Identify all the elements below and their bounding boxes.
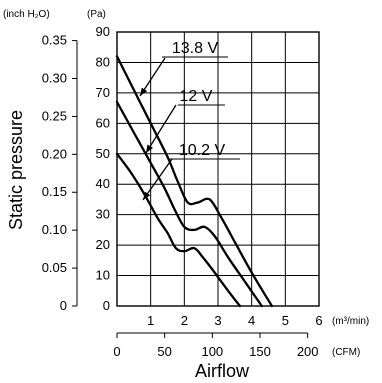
x-tick-label-m3: 2 bbox=[181, 313, 188, 328]
y-tick-label-pa: 70 bbox=[96, 85, 110, 100]
y-tick-label-inch: 0.15 bbox=[42, 184, 67, 199]
x-unit-m3-label: (m³/min) bbox=[332, 316, 369, 327]
x-tick-label-m3: 1 bbox=[147, 313, 154, 328]
x-tick-label-cfm: 200 bbox=[297, 344, 319, 359]
x-tick-label-m3: 3 bbox=[214, 313, 221, 328]
series-label: 13.8 V bbox=[172, 40, 219, 57]
series-line bbox=[117, 154, 240, 306]
x-tick-label-cfm: 100 bbox=[201, 344, 223, 359]
x-tick-label-cfm: 150 bbox=[249, 344, 271, 359]
y-tick-label-inch: 0.10 bbox=[42, 222, 67, 237]
y-tick-label-pa: 50 bbox=[96, 146, 110, 161]
series-leader-arrowhead bbox=[146, 145, 153, 154]
series-label: 12 V bbox=[180, 88, 213, 105]
y-tick-label-inch: 0.20 bbox=[42, 146, 67, 161]
y-tick-label-pa: 90 bbox=[96, 24, 110, 39]
y-unit-inch-label: (inch H₂O) bbox=[3, 9, 50, 20]
x-tick-label-m3: 4 bbox=[248, 313, 255, 328]
y-unit-pa-label: (Pa) bbox=[87, 9, 106, 20]
x-tick-label-m3: 5 bbox=[282, 313, 289, 328]
y-tick-label-pa: 0 bbox=[103, 298, 110, 313]
series-leader-arrowhead bbox=[140, 88, 147, 96]
x-tick-label-cfm: 0 bbox=[113, 344, 120, 359]
y-tick-label-pa: 60 bbox=[96, 115, 110, 130]
x-axis-title: Airflow bbox=[195, 361, 250, 381]
x-tick-label-cfm: 50 bbox=[157, 344, 171, 359]
series-label: 10.2 V bbox=[179, 142, 226, 159]
y-tick-label-inch: 0.35 bbox=[42, 33, 67, 48]
y-tick-label-pa: 20 bbox=[96, 237, 110, 252]
y-tick-label-inch: 0.30 bbox=[42, 70, 67, 85]
y-tick-label-pa: 80 bbox=[96, 54, 110, 69]
x-tick-label-m3: 6 bbox=[315, 313, 322, 328]
y-axis-title: Static pressure bbox=[6, 110, 26, 230]
y-tick-label-pa: 30 bbox=[96, 207, 110, 222]
series-layer: 13.8 V 12 V 10.2 V bbox=[117, 40, 272, 306]
x-unit-cfm-label: (CFM) bbox=[332, 347, 360, 358]
grid-layer bbox=[117, 32, 319, 306]
y-tick-label-inch: 0.05 bbox=[42, 260, 67, 275]
y-tick-label-inch: 0 bbox=[60, 298, 67, 313]
y-tick-label-inch: 0.25 bbox=[42, 108, 67, 123]
y-tick-label-pa: 40 bbox=[96, 176, 110, 191]
y-tick-label-pa: 10 bbox=[96, 268, 110, 283]
